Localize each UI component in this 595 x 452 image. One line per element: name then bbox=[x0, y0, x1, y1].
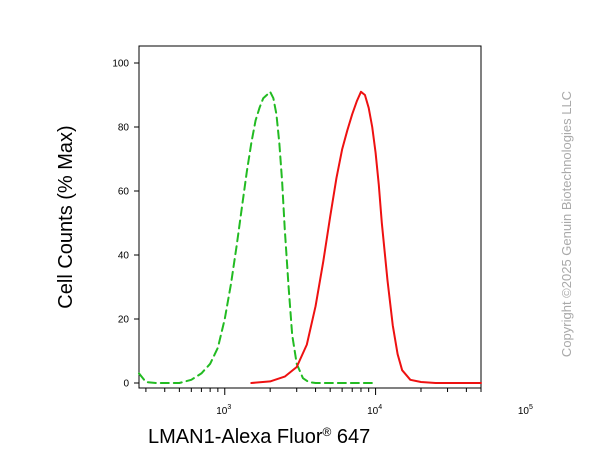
x-tick-label: 103 bbox=[216, 404, 231, 417]
series-line-control-dashed bbox=[138, 90, 377, 384]
y-tick-label: 80 bbox=[118, 123, 130, 134]
x-axis-title-main: LMAN1-Alexa Fluor bbox=[148, 426, 323, 448]
x-axis-ticks: 103 104 105 bbox=[145, 388, 533, 417]
copyright-watermark: Copyright ©2025 Genuin Biotechnologies L… bbox=[559, 91, 574, 357]
y-tick-label: 40 bbox=[118, 251, 130, 262]
x-axis-title-registered-mark: ® bbox=[323, 425, 332, 439]
y-axis-title: Cell Counts (% Max) bbox=[55, 125, 77, 308]
x-axis-title: LMAN1-Alexa Fluor® 647 bbox=[148, 425, 370, 448]
x-axis-title-tail: 647 bbox=[331, 426, 370, 448]
y-axis-ticks: 0 20 40 60 80 100 bbox=[112, 59, 139, 390]
plot-frame bbox=[138, 45, 482, 389]
y-tick-label: 20 bbox=[118, 315, 130, 326]
x-tick-label: 104 bbox=[367, 404, 382, 417]
y-tick-label: 60 bbox=[118, 187, 130, 198]
series-line-stained bbox=[250, 90, 482, 384]
y-tick-label: 100 bbox=[112, 59, 129, 70]
series-layer bbox=[138, 90, 482, 384]
x-tick-label: 105 bbox=[518, 404, 533, 417]
y-tick-label: 0 bbox=[123, 379, 129, 390]
